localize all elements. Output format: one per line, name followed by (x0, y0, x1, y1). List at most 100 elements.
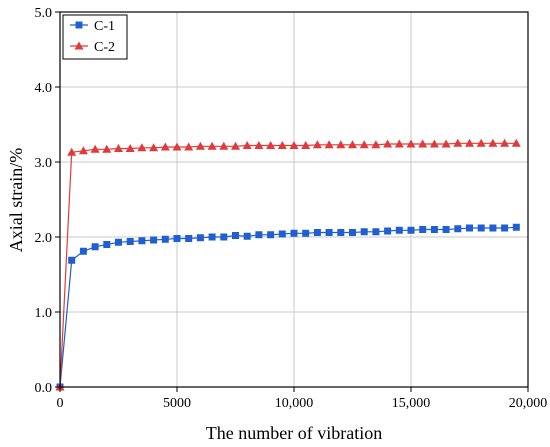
series-c-2-point (371, 140, 381, 149)
series-c-2-point (125, 144, 135, 152)
series-c-1-point (395, 226, 403, 234)
series-c-1-point (384, 227, 392, 235)
series-c-2-point (172, 142, 182, 151)
series-c-1-point (512, 223, 520, 231)
series-c-2-point (312, 140, 322, 149)
series-c-1-point (419, 226, 427, 233)
legend-marker-c2 (74, 41, 84, 50)
series-c-1-point (278, 230, 286, 238)
series-c-2-point (453, 138, 463, 147)
y-tick-label: 0.0 (35, 381, 53, 396)
series-c-1-point (267, 231, 275, 239)
grid (60, 12, 528, 387)
series-c-1-point (126, 238, 134, 245)
series-c-2-point (383, 139, 393, 148)
series-c-1-point (501, 224, 509, 232)
series-c-2-point (336, 140, 346, 149)
series-c-1-point (173, 235, 181, 242)
series-c-1-point (220, 233, 228, 241)
series-c-2-point (441, 139, 451, 148)
y-axis-title: Axial strain/% (6, 148, 26, 252)
series-c-1-point (360, 228, 368, 236)
x-axis-title: The number of vibration (206, 423, 382, 443)
series-c-2-point (406, 139, 416, 148)
series-c-1-line (59, 226, 517, 388)
series-c-2-point (219, 141, 229, 150)
legend-marker-c1 (75, 21, 83, 29)
series-c-2-point (429, 139, 439, 148)
series-c-1-point (243, 232, 251, 240)
x-tick-label: 10,000 (275, 396, 314, 411)
series-c-2-point (418, 139, 428, 148)
series-c-1-point (302, 229, 310, 237)
y-tick-label: 3.0 (35, 156, 53, 171)
series-c-2-point (184, 142, 194, 151)
series-c-2-point (195, 141, 205, 150)
series-c-2-point (207, 141, 217, 150)
series-c-1-point (466, 224, 473, 232)
x-tick-label: 20,000 (509, 396, 548, 411)
legend: C-1 C-2 (62, 14, 128, 60)
series-c-2-point (242, 141, 252, 149)
x-tick-label: 0 (57, 396, 64, 411)
x-tick-label: 5000 (163, 396, 191, 411)
y-tick-label: 5.0 (35, 6, 53, 21)
series-c-2-point (160, 142, 170, 151)
legend-label-c1: C-1 (94, 19, 115, 34)
series-c-2-point (137, 143, 147, 152)
y-tick-label: 2.0 (35, 231, 53, 246)
series-c-1-point (489, 224, 497, 232)
series-c-2-point (114, 144, 123, 152)
series-c-2-point (324, 140, 334, 149)
series-c-2-point (476, 138, 486, 147)
series-c-1-point (115, 238, 122, 246)
series-c-1-point (454, 225, 462, 233)
y-tick-label: 4.0 (35, 81, 53, 96)
series-c-2-point (394, 139, 404, 148)
series-c-1-point (185, 235, 193, 242)
series-c-1-point (79, 247, 87, 255)
y-tick-label: 1.0 (35, 306, 53, 321)
series-c-1-point (477, 224, 485, 232)
series-c-1-point (372, 228, 380, 236)
series-c-2-point (465, 138, 474, 147)
series-c-2-point (90, 144, 100, 153)
series-c-1-point (337, 229, 345, 236)
series-c-2-point (266, 141, 276, 149)
series-c-1-point (103, 241, 111, 248)
series-c-2-point (277, 141, 287, 149)
series-c-2-point (254, 141, 264, 149)
series-c-1-point (430, 226, 438, 233)
series (55, 138, 521, 391)
series-c-1-point (232, 232, 239, 239)
series-c-1-point (255, 231, 263, 239)
series-c-2-point (359, 140, 369, 149)
series-c-2-point (488, 138, 498, 147)
series-c-1-point (150, 236, 158, 244)
series-c-2-point (67, 147, 77, 156)
series-c-2-point (102, 144, 112, 153)
series-c-1-point (91, 243, 99, 251)
series-c-1-point (208, 233, 216, 241)
series-c-1-point (196, 234, 204, 242)
series-c-2-point (231, 141, 240, 150)
series-c-2-point (289, 141, 299, 149)
ticks: 0 5000 10,000 15,000 20,000 0.0 1.0 2.0 3.0 4.0 5.… (35, 6, 548, 411)
x-tick-label: 15,000 (392, 396, 431, 411)
series-c-2-point (78, 146, 88, 155)
legend-label-c2: C-2 (94, 40, 115, 55)
series-c-2-point (500, 138, 510, 147)
series-c-1-point (161, 235, 169, 243)
series-c-1-point (325, 229, 333, 236)
series-c-1-point (138, 237, 146, 245)
series-c-2-point (301, 141, 311, 149)
series-c-1-point (290, 229, 298, 237)
series-c-1-point (68, 256, 76, 264)
series-c-1-point (442, 226, 450, 233)
series-c-2-line (59, 142, 517, 388)
series-c-2-point (149, 143, 159, 152)
series-c-2-point (348, 140, 357, 149)
legend-box (62, 14, 128, 60)
